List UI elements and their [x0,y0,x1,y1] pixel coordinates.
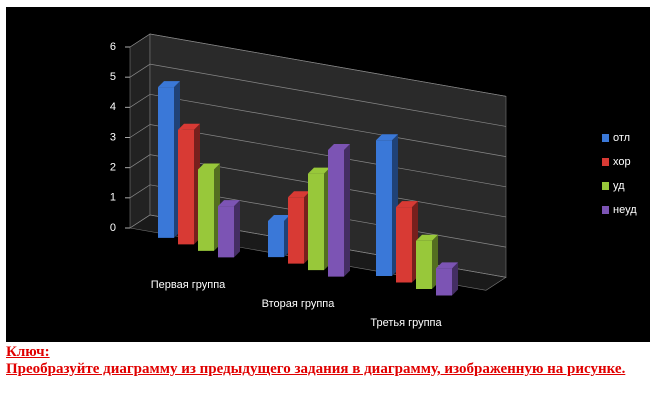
legend-label: хор [613,156,631,168]
bar [436,262,458,296]
bar-face [416,240,432,290]
legend-swatch [602,158,609,166]
x-tick-label: Первая группа [151,279,226,291]
bar [288,191,310,264]
bar-face [436,262,458,269]
bar [178,123,200,245]
chart: 0 1 2 3 4 5 6 Первая группа Вторая группа Третья … [110,33,637,329]
x-tick-label: Третья группа [370,317,442,329]
bar [308,167,330,271]
bar-face [178,123,200,130]
bar-face [452,262,458,296]
bar-face [436,268,452,296]
y-tick-label: 1 [110,192,116,204]
bar-face [218,206,234,258]
bar-face [288,197,304,264]
bar-face [328,143,350,150]
legend-swatch [602,206,609,214]
bar [328,143,350,277]
y-tick-label: 6 [110,41,116,53]
bar-face [308,167,330,174]
bar-face [344,143,350,277]
grid-line [129,63,507,127]
legend-label: уд [613,180,625,192]
bar [268,214,290,258]
bar-face [396,207,412,283]
bar-face [218,200,240,207]
bar [416,234,438,290]
legend-swatch [602,134,609,142]
bar [396,201,418,283]
y-tick-label: 5 [110,71,116,83]
bar-face [396,201,418,208]
y-tick-label: 4 [110,101,116,113]
chart-area: 0 1 2 3 4 5 6 Первая группа Вторая группа Третья … [6,7,650,342]
bar-face [178,129,194,245]
legend-label: отл [613,132,630,144]
bar-face [308,173,324,271]
y-tick-label: 2 [110,162,116,174]
bar-face [158,87,174,238]
bar-face [198,169,214,251]
bar-face [288,191,310,198]
bar-face [268,220,284,258]
bar [376,134,398,277]
bar-face [328,149,344,277]
bar [158,81,180,238]
bar-face [376,134,398,141]
legend-swatch [602,182,609,190]
grid-line [129,33,507,97]
bar [218,200,240,258]
x-tick-label: Вторая группа [262,298,336,310]
bar-face [198,163,220,170]
key-label: Ключ: [6,344,50,360]
instruction: Преобразуйте диаграмму из предыдущего за… [6,361,626,377]
y-tick-label: 0 [110,222,116,234]
bar-face [158,81,180,88]
y-tick-label: 3 [110,131,116,143]
bar-face [376,140,392,277]
bar-face [416,234,438,241]
caption: Ключ: Преобразуйте диаграмму из предыдущ… [6,344,650,378]
bar-face [268,214,290,221]
legend-label: неуд [613,204,637,216]
bar [198,163,220,251]
bar-face [234,200,240,258]
